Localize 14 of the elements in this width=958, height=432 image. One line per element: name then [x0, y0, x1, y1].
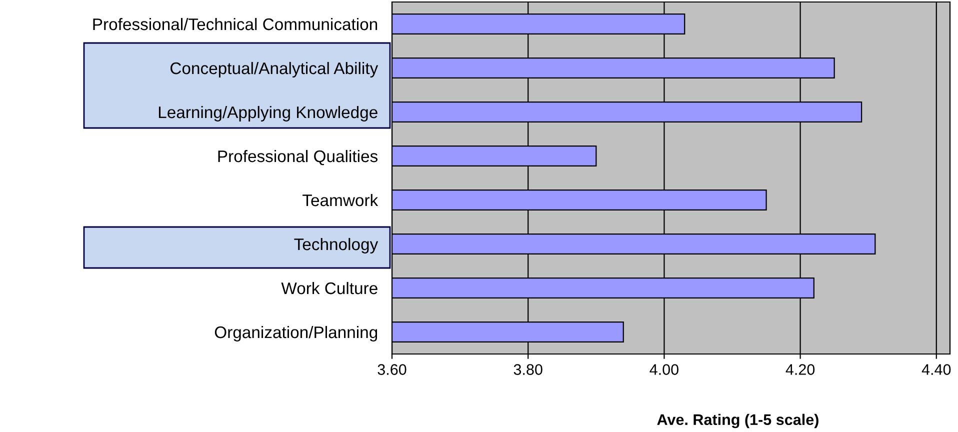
x-tick-label: 4.20 [786, 364, 815, 375]
x-tick-label: 4.00 [650, 364, 678, 375]
y-tick-label: Work Culture [281, 282, 378, 294]
y-tick-label: Professional Qualities [218, 150, 378, 166]
y-tick-label: Conceptual/Analytical Ability [170, 62, 378, 78]
x-axis-title: Ave. Rating (1-5 scale) [657, 414, 818, 428]
y-tick-label: Organization/Planning [214, 326, 378, 342]
y-tick-label: Teamwork [302, 194, 378, 206]
y-tick-label: Technology [294, 238, 378, 254]
x-tick-label: 3.60 [378, 364, 406, 375]
y-tick-label: Learning/Applying Knowledge [158, 106, 378, 122]
y-tick-label: Professional/Technical Communication [93, 18, 378, 30]
x-tick-label: 4.40 [922, 364, 951, 375]
x-tick-label: 3.80 [514, 364, 542, 375]
